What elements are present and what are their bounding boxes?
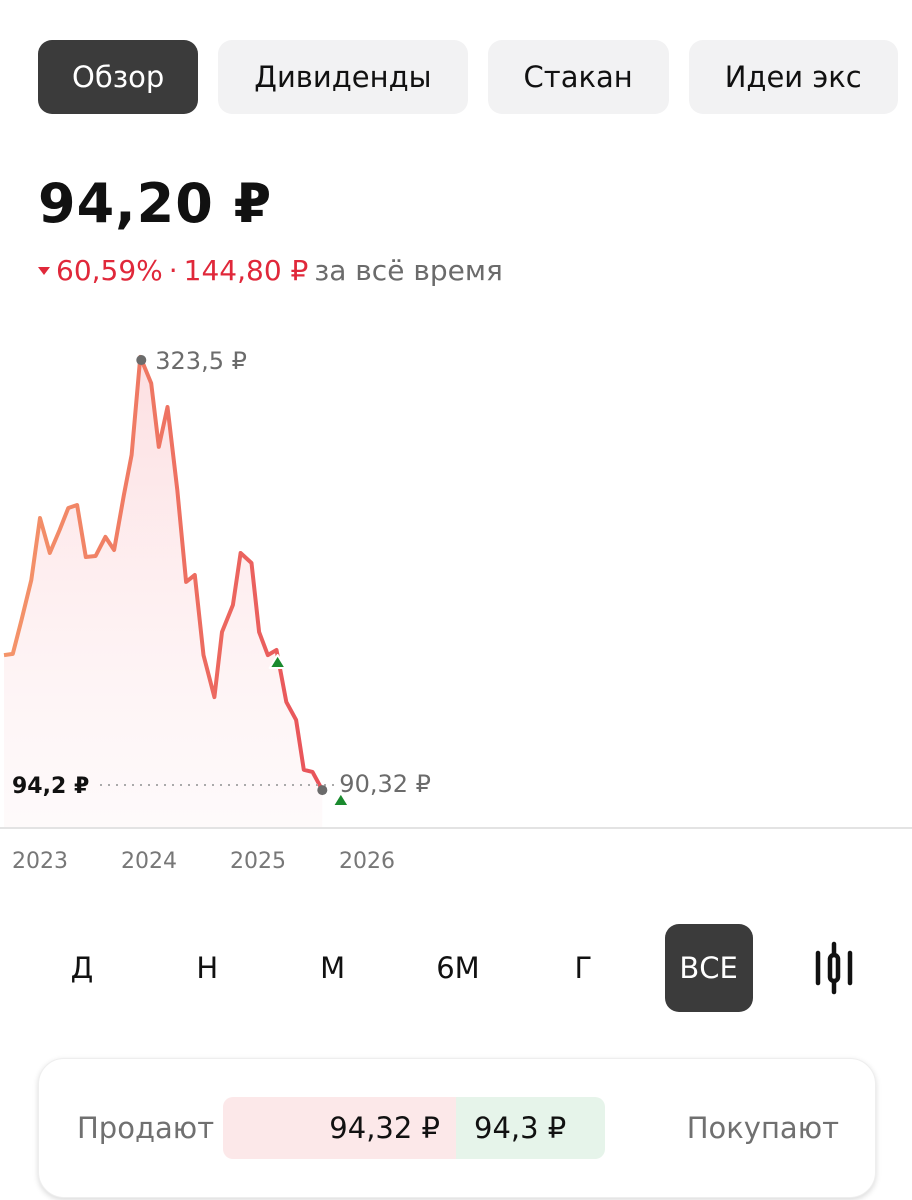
chart-price-line bbox=[3, 354, 325, 792]
change-percent: 60,59% bbox=[56, 254, 163, 287]
dividend-marker-icon[interactable] bbox=[268, 654, 287, 669]
tab-ideas[interactable]: Идеи экс bbox=[688, 40, 898, 114]
max-price-label: 323,5 ₽ bbox=[155, 347, 247, 375]
best-ask-price: 94,32 ₽ bbox=[223, 1097, 456, 1159]
period-day[interactable]: Д bbox=[70, 951, 94, 985]
max-point-dot bbox=[136, 355, 147, 366]
period-selector: Д Н М 6М Г ВСЕ bbox=[38, 924, 878, 1012]
down-arrow-icon bbox=[38, 266, 50, 275]
x-tick-label: 2025 bbox=[230, 849, 286, 874]
period-month[interactable]: М bbox=[320, 951, 346, 985]
period-all[interactable]: ВСЕ bbox=[664, 924, 753, 1012]
period-6-months[interactable]: 6М bbox=[436, 951, 480, 985]
change-amount: 144,80 ₽ bbox=[183, 254, 309, 287]
tab-orderbook[interactable]: Стакан bbox=[487, 40, 669, 114]
candlestick-toggle-button[interactable] bbox=[790, 924, 878, 1012]
x-tick-label: 2026 bbox=[339, 849, 395, 874]
min-price-label: 90,32 ₽ bbox=[339, 770, 431, 798]
chart-area-fill bbox=[4, 356, 323, 828]
current-price-label: 94,2 ₽ bbox=[12, 774, 89, 799]
x-tick-label: 2023 bbox=[12, 849, 68, 874]
orderbook-summary[interactable]: Продают 94,32 ₽ 94,3 ₽ Покупают bbox=[38, 1058, 876, 1198]
price-change: 60,59% · 144,80 ₽ за всё время bbox=[38, 254, 503, 287]
candlestick-icon bbox=[815, 941, 853, 995]
change-separator: · bbox=[168, 254, 178, 287]
price-chart[interactable]: 323,5 ₽ 90,32 ₽ 94,2 ₽ 2023 2024 2025 2026 bbox=[0, 0, 912, 900]
current-price: 94,20 ₽ bbox=[38, 172, 273, 235]
tab-bar: Обзор Дивиденды Стакан Идеи экс bbox=[38, 40, 898, 114]
change-period: за всё время bbox=[314, 254, 503, 287]
min-point-dot bbox=[317, 785, 328, 796]
x-tick-label: 2024 bbox=[121, 849, 177, 874]
best-bid-price: 94,3 ₽ bbox=[456, 1097, 605, 1159]
period-year[interactable]: Г bbox=[574, 951, 593, 985]
period-week[interactable]: Н bbox=[196, 951, 219, 985]
buy-label: Покупают bbox=[686, 1111, 839, 1145]
tab-dividends[interactable]: Дивиденды bbox=[218, 40, 468, 114]
tab-overview[interactable]: Обзор bbox=[38, 40, 199, 114]
sell-label: Продают bbox=[77, 1111, 215, 1145]
dividend-marker-icon[interactable] bbox=[331, 792, 350, 807]
